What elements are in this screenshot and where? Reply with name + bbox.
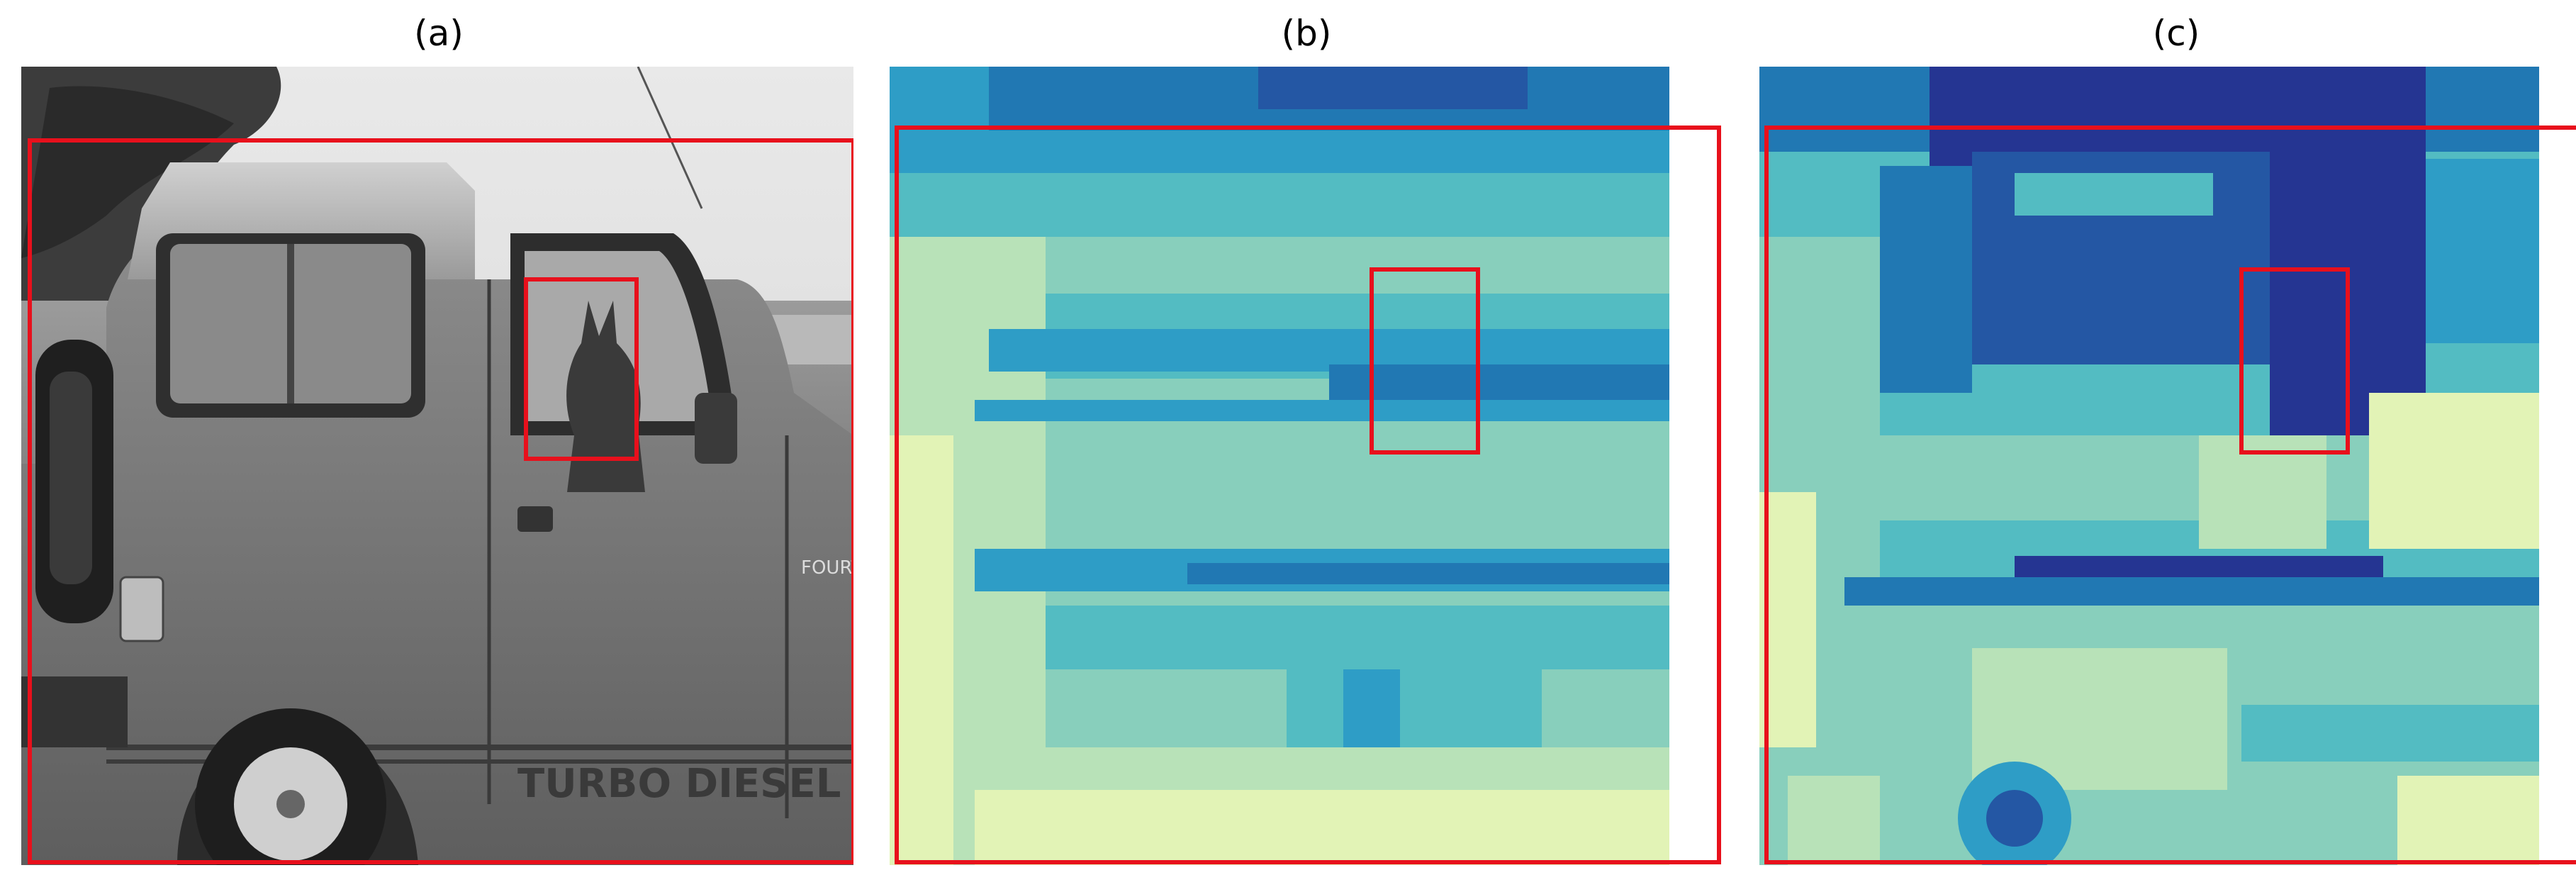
inner-bounding-box (2239, 267, 2350, 455)
photo-text-fourti: FOURTI (801, 557, 853, 579)
panel-a-photo: TURBO DIESEL FOURTI (21, 67, 853, 865)
inner-bounding-box (1370, 267, 1480, 455)
car-photo-image: TURBO DIESEL FOURTI (21, 67, 853, 865)
panel-label-a: (a) (414, 13, 464, 54)
panel-c-heatmap (1759, 67, 2576, 865)
inner-bounding-box (524, 277, 639, 461)
outer-bounding-box (28, 138, 853, 864)
panel-label-c: (c) (2152, 13, 2200, 54)
photo-text-turbo-diesel: TURBO DIESEL (517, 761, 841, 807)
panel-b-heatmap (890, 67, 1722, 865)
panel-label-b: (b) (1281, 13, 1332, 54)
outer-bounding-box (1764, 126, 2576, 864)
outer-bounding-box (895, 126, 1721, 864)
heatmap-c (1759, 67, 2576, 865)
heatmap-b (890, 67, 1722, 865)
